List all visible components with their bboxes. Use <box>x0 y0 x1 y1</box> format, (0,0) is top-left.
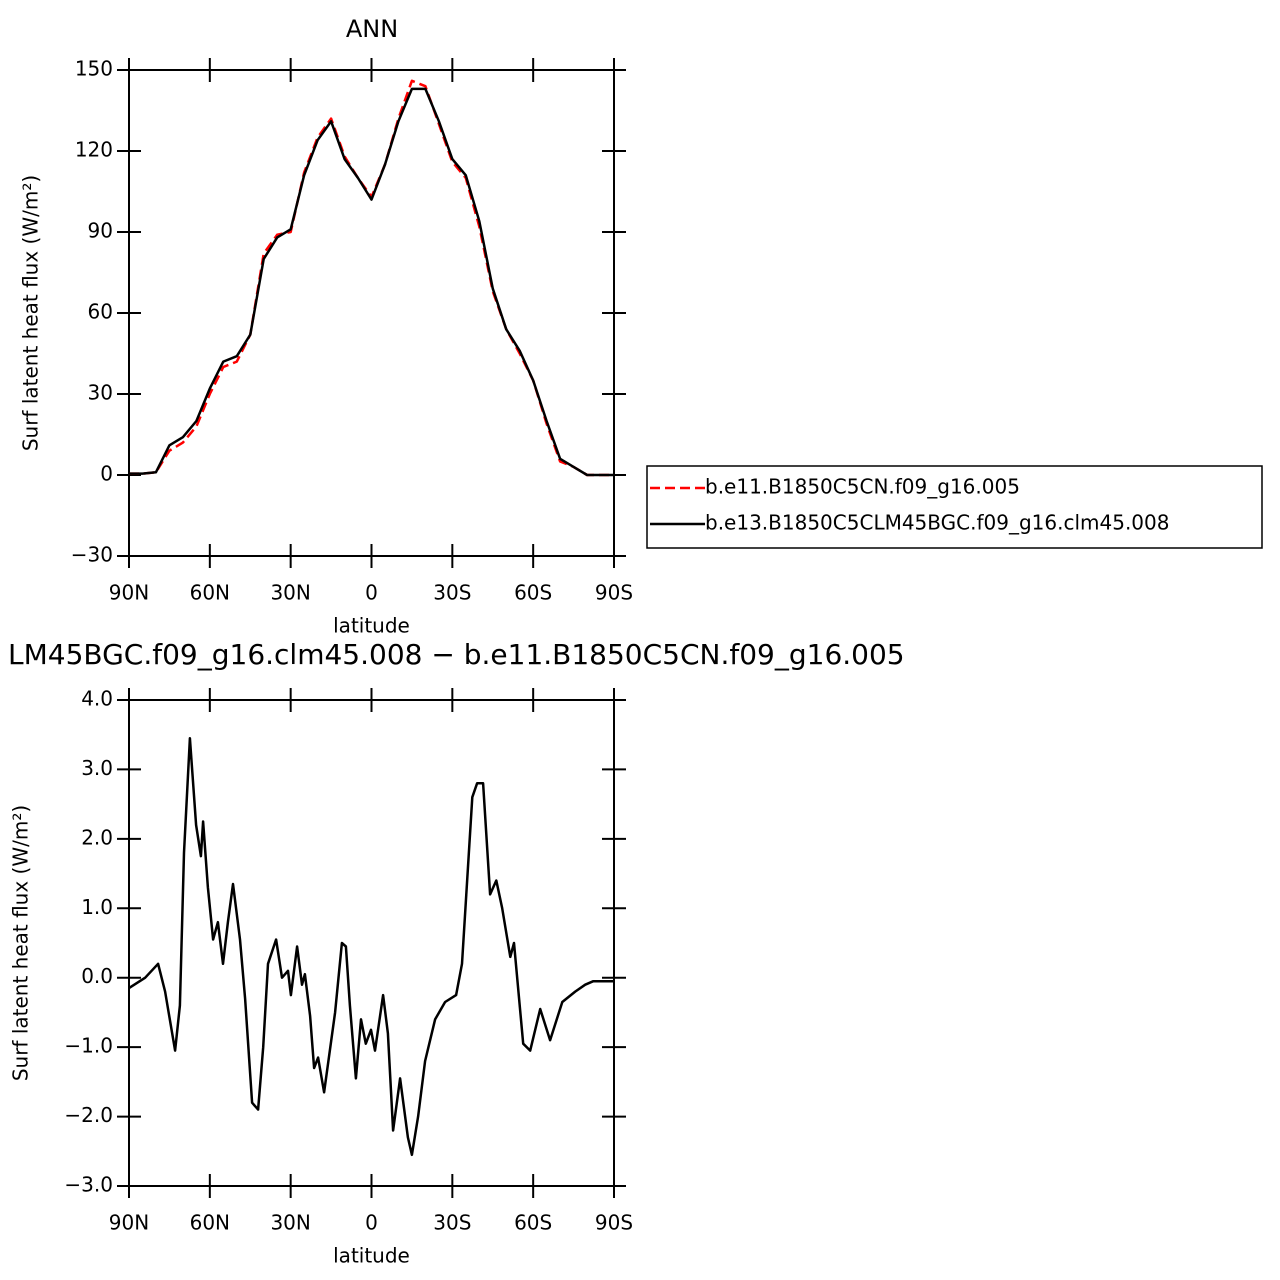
plot-frame <box>128 69 615 557</box>
y-axis-label: Surf latent heat flux (W/m²) <box>9 805 33 1081</box>
x-tick-label: 30N <box>270 1211 310 1235</box>
y-tick-label: 60 <box>88 300 113 324</box>
y-tick-label: 0 <box>100 462 113 486</box>
legend-label: b.e13.B1850C5CLM45BGC.f09_g16.clm45.008 <box>705 511 1169 535</box>
y-tick-label: 150 <box>75 57 113 81</box>
plot-frame <box>128 699 615 1187</box>
x-tick-label: 60N <box>190 581 230 605</box>
y-tick-label: 120 <box>75 138 113 162</box>
legend-label: b.e11.B1850C5CN.f09_g16.005 <box>705 475 1020 499</box>
x-tick-label: 90S <box>595 581 633 605</box>
series-line <box>128 736 614 1157</box>
y-tick-label: −30 <box>71 543 113 567</box>
x-tick-label: 90N <box>109 1211 149 1235</box>
y-tick-label: 3.0 <box>81 756 113 780</box>
y-tick-label: 90 <box>88 219 113 243</box>
y-tick-label: 0.0 <box>81 964 113 988</box>
series-line <box>129 79 614 477</box>
x-tick-label: 60S <box>514 581 552 605</box>
x-tick-label: 30S <box>433 581 471 605</box>
y-tick-label: 4.0 <box>81 687 113 711</box>
y-tick-label: 1.0 <box>81 895 113 919</box>
chart-title: LM45BGC.f09_g16.clm45.008 − b.e11.B1850C… <box>8 638 905 671</box>
x-tick-label: 0 <box>365 581 378 605</box>
y-tick-label: −3.0 <box>64 1173 113 1197</box>
chart-title: ANN <box>346 15 398 43</box>
y-tick-label: −1.0 <box>64 1034 113 1058</box>
x-tick-label: 60S <box>514 1211 552 1235</box>
x-tick-label: 90N <box>109 581 149 605</box>
x-tick-label: 30N <box>270 581 310 605</box>
series-line <box>129 87 614 477</box>
y-tick-label: −2.0 <box>64 1103 113 1127</box>
x-axis-label: latitude <box>333 1244 410 1268</box>
legend-box <box>646 465 1263 549</box>
x-tick-label: 30S <box>433 1211 471 1235</box>
y-axis-label: Surf latent heat flux (W/m²) <box>19 175 43 451</box>
y-tick-label: 30 <box>88 381 113 405</box>
x-axis-label: latitude <box>333 614 410 638</box>
x-tick-label: 0 <box>365 1211 378 1235</box>
y-tick-label: 2.0 <box>81 825 113 849</box>
x-tick-label: 60N <box>190 1211 230 1235</box>
x-tick-label: 90S <box>595 1211 633 1235</box>
